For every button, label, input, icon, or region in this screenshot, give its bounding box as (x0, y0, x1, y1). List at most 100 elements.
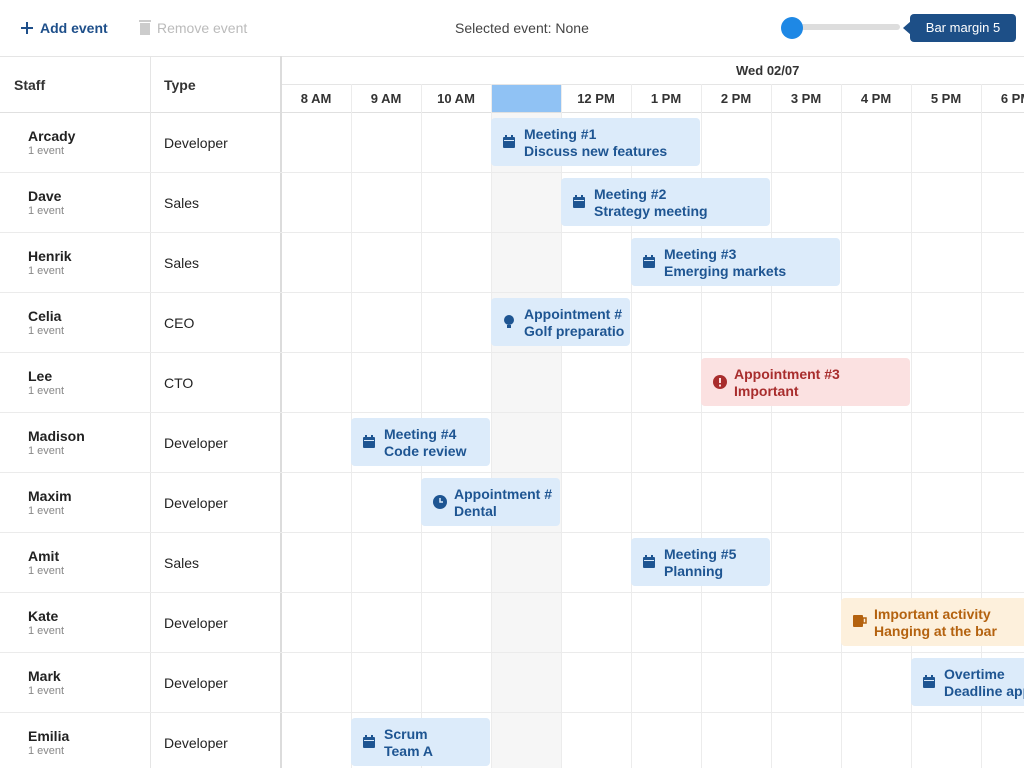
event-count: 1 event (28, 685, 65, 697)
staff-type: CTO (164, 375, 194, 391)
staff-type: Developer (164, 435, 228, 451)
event-subtitle: Team A (384, 743, 434, 759)
staff-name: Arcady (28, 128, 76, 144)
event-bar[interactable]: Scrum Team A (351, 718, 490, 766)
staff-type: Developer (164, 735, 228, 751)
event-title: Appointment # (454, 486, 552, 502)
staff-name: Celia (28, 308, 62, 324)
hour-grid-line (771, 84, 772, 768)
event-count: 1 event (28, 265, 65, 277)
event-title: Appointment #3 (734, 366, 840, 382)
event-bar[interactable]: Appointment # Dental (421, 478, 560, 526)
row-line (0, 592, 1024, 593)
event-icon (643, 555, 655, 568)
event-subtitle: Emerging markets (664, 263, 787, 279)
staff-name: Dave (28, 188, 62, 204)
slider-tooltip: Bar margin 5 (910, 14, 1016, 42)
event-icon (363, 735, 375, 748)
hour-grid-line (911, 84, 912, 768)
hour-label: 1 PM (650, 91, 682, 106)
event-icon (573, 195, 585, 208)
staff-type: Developer (164, 615, 228, 631)
hour-label: 8 AM (300, 91, 332, 106)
event-subtitle: Hanging at the bar (874, 623, 997, 639)
staff-type: Sales (164, 255, 200, 271)
event-count: 1 event (28, 445, 65, 457)
staff-type: Developer (164, 135, 228, 151)
event-icon (713, 375, 727, 389)
event-icon (643, 255, 655, 268)
event-count: 1 event (28, 145, 65, 157)
row-line (0, 712, 1024, 713)
event-bar[interactable]: Appointment #3 Important (701, 358, 910, 406)
event-title: Meeting #5 (664, 546, 737, 562)
row-line (0, 472, 1024, 473)
event-icon (923, 675, 935, 688)
type-header: Type (164, 77, 196, 93)
hour-grid-line (561, 84, 562, 768)
row-line (0, 172, 1024, 173)
event-title: Scrum (384, 726, 428, 742)
event-title: Overtime (944, 666, 1005, 682)
staff-type: CEO (164, 315, 195, 331)
event-title: Meeting #3 (664, 246, 737, 262)
event-bar[interactable]: Meeting #3 Emerging markets (631, 238, 840, 286)
staff-name: Emilia (28, 728, 70, 744)
event-count: 1 event (28, 565, 65, 577)
trash-icon (139, 20, 151, 35)
tooltip-arrow (903, 21, 911, 35)
remove-event-button[interactable]: Remove event (139, 20, 247, 36)
event-bar[interactable]: Meeting #1 Discuss new features (491, 118, 700, 166)
row-line (0, 412, 1024, 413)
hour-label: 3 PM (790, 91, 822, 106)
event-bar[interactable]: Meeting #4 Code review (351, 418, 490, 466)
event-bar[interactable]: Appointment # Golf preparatio (491, 298, 630, 346)
event-count: 1 event (28, 325, 65, 337)
slider-thumb[interactable] (781, 17, 803, 39)
event-title: Important activity (874, 606, 991, 622)
staff-type: Sales (164, 195, 200, 211)
staff-type: Sales (164, 555, 200, 571)
event-subtitle: Code review (384, 443, 467, 459)
slider-track[interactable] (792, 24, 900, 30)
event-count: 1 event (28, 505, 65, 517)
add-event-button[interactable]: Add event (20, 20, 108, 36)
event-title: Meeting #4 (384, 426, 457, 442)
selected-event: Selected event: None (455, 20, 589, 36)
staff-name: Madison (28, 428, 85, 444)
staff-name: Kate (28, 608, 59, 624)
event-count: 1 event (28, 385, 65, 397)
staff-name: Amit (28, 548, 60, 564)
toolbar (0, 0, 1024, 57)
event-count: 1 event (28, 745, 65, 757)
hour-grid-line (491, 84, 492, 768)
staff-name: Mark (28, 668, 61, 684)
event-icon (363, 435, 375, 448)
event-title: Appointment # (524, 306, 622, 322)
event-subtitle: Planning (664, 563, 724, 579)
hour-grid-line (841, 84, 842, 768)
event-bar[interactable]: Overtime Deadline app (911, 658, 1024, 706)
event-bar[interactable]: Important activity Hanging at the bar (841, 598, 1024, 646)
event-bar[interactable]: Meeting #2 Strategy meeting (561, 178, 770, 226)
hour-label: 4 PM (860, 91, 892, 106)
hour-label: 12 PM (577, 91, 615, 106)
event-subtitle: Important (734, 383, 799, 399)
event-bar[interactable]: Meeting #5 Planning (631, 538, 770, 586)
event-icon (504, 315, 514, 328)
event-count: 1 event (28, 625, 65, 637)
row-line (0, 652, 1024, 653)
date-divider (281, 84, 1024, 85)
row-line (0, 292, 1024, 293)
staff-name: Henrik (28, 248, 72, 264)
staff-type: Developer (164, 495, 228, 511)
hour-grid-line (981, 84, 982, 768)
plus-icon (21, 22, 33, 34)
add-event-label: Add event (40, 20, 108, 36)
staff-name: Lee (28, 368, 53, 384)
event-subtitle: Strategy meeting (594, 203, 708, 219)
event-icon (433, 495, 447, 509)
date-header: Wed 02/07 (736, 63, 800, 78)
hour-label: 10 AM (437, 91, 475, 106)
